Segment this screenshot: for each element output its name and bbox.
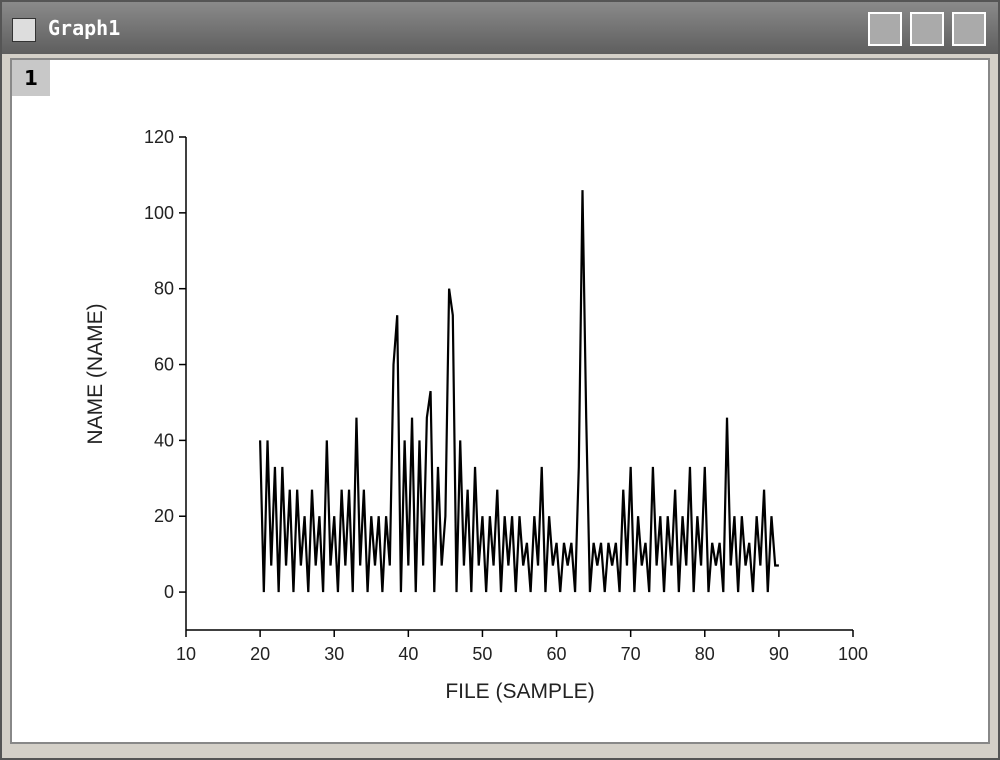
x-tick-label: 60: [547, 644, 567, 664]
x-tick-label: 20: [250, 644, 270, 664]
layer-tab[interactable]: 1: [12, 60, 50, 96]
y-tick-label: 120: [144, 127, 174, 147]
x-tick-label: 30: [324, 644, 344, 664]
y-axis-label: NAME (NAME): [84, 303, 107, 444]
window-icon: [12, 18, 36, 42]
x-tick-label: 40: [398, 644, 418, 664]
y-tick-label: 0: [164, 582, 174, 602]
x-tick-label: 80: [695, 644, 715, 664]
y-tick-label: 40: [154, 430, 174, 450]
x-tick-label: 50: [472, 644, 492, 664]
minimize-button[interactable]: [868, 12, 902, 46]
y-tick-label: 60: [154, 355, 174, 375]
maximize-button[interactable]: [910, 12, 944, 46]
y-tick-label: 100: [144, 203, 174, 223]
y-tick-label: 80: [154, 279, 174, 299]
y-tick-label: 20: [154, 506, 174, 526]
title-bar: Graph1: [2, 2, 998, 54]
x-tick-label: 90: [769, 644, 789, 664]
window-title: Graph1: [48, 16, 121, 40]
data-line: [259, 190, 779, 593]
x-axis-label: FILE (SAMPLE): [445, 680, 594, 703]
x-tick-label: 100: [838, 644, 868, 664]
x-tick-label: 70: [621, 644, 641, 664]
close-button[interactable]: [952, 12, 986, 46]
x-tick-label: 10: [176, 644, 196, 664]
